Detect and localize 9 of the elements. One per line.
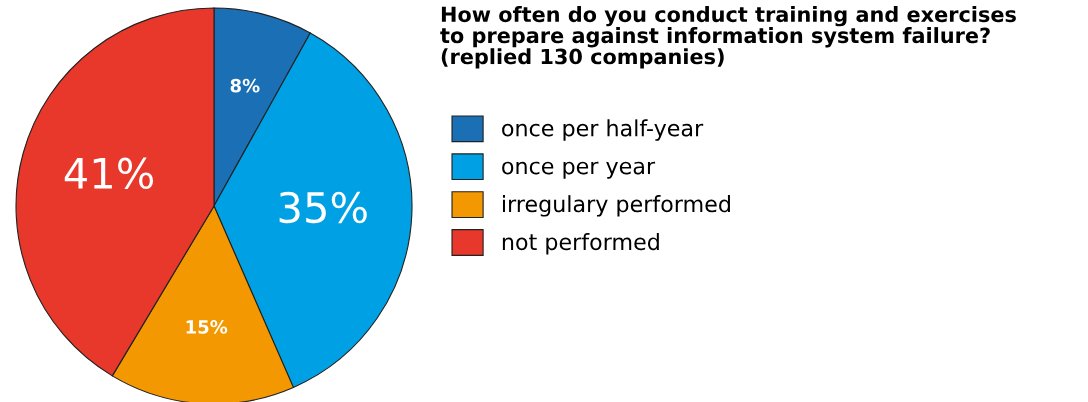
legend-label: irregulary performed <box>502 195 730 217</box>
text: How often do you conduct training and exercises to prepare against information system failure? (replied 130 companies) <box>440 6 1016 69</box>
data-label: 8% <box>230 78 260 93</box>
data-label: 41% <box>64 157 154 190</box>
legend-label: once per year <box>502 161 656 179</box>
legend-label: not performed <box>502 233 659 255</box>
data-label: 35% <box>279 191 367 224</box>
legend-label: once per half-year <box>502 119 704 141</box>
data-label: 15% <box>186 320 228 334</box>
